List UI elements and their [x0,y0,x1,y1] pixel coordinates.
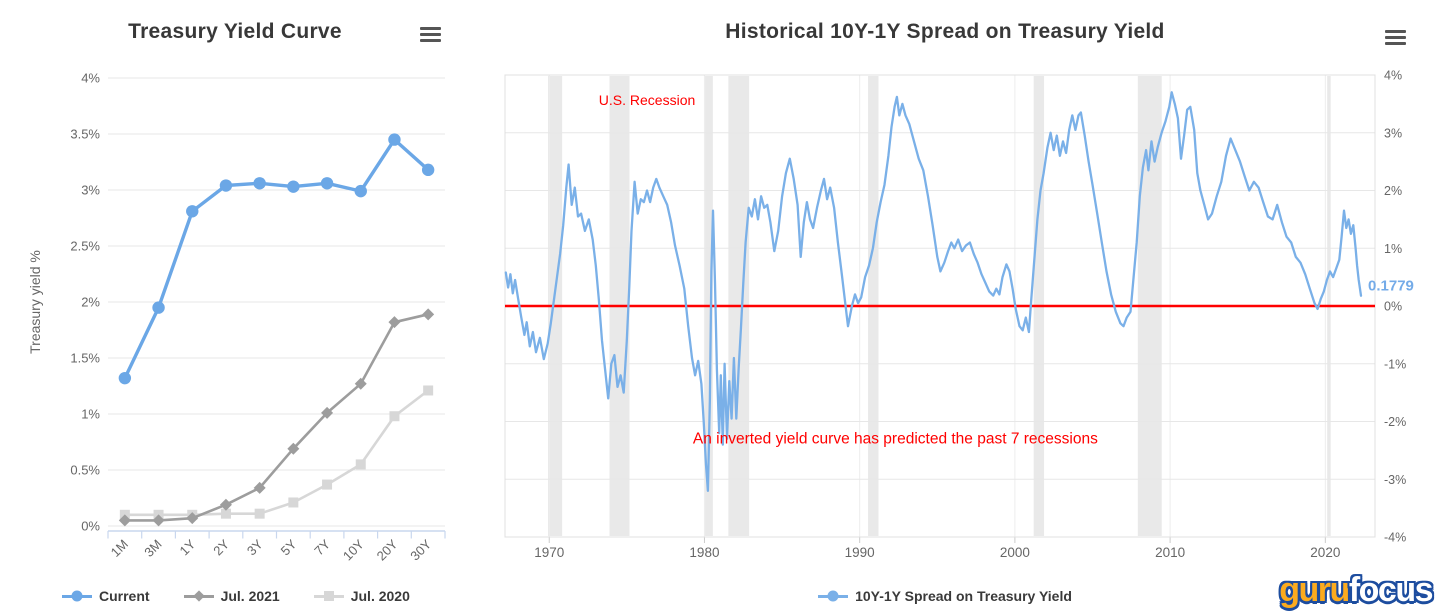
data-point [219,179,233,192]
left-ytick-label: 2% [81,295,100,310]
left-ytick-label: 4% [81,71,100,86]
legend-item-jul-2020[interactable]: Jul. 2020 [313,588,410,604]
data-point [152,301,165,314]
left-ytick-label: 3% [81,183,100,198]
data-point [253,177,266,190]
legend-label: Jul. 2021 [220,588,280,604]
right-xtick-label: 1970 [534,545,564,560]
data-point [152,514,165,527]
jul-2020-series-marker-icon [313,590,344,603]
current-series-marker-icon [62,590,92,603]
data-point [253,481,266,494]
left-y-axis-title: Treasury yield % [27,250,43,354]
left-ytick-label: 0% [81,519,100,534]
data-point [288,497,299,508]
data-point [423,385,434,396]
right-chart-legend: 10Y-1Y Spread on Treasury Yield [470,588,1420,604]
data-point [389,411,400,422]
right-ytick-label: -2% [1384,415,1406,429]
data-point [219,498,232,511]
right-ytick-label: -4% [1384,531,1406,545]
right-ytick-label: 1% [1384,242,1402,256]
legend-item-jul-2021[interactable]: Jul. 2021 [183,588,280,604]
right-chart-title: Historical 10Y-1Y Spread on Treasury Yie… [725,20,1165,43]
left-ytick-label: 2.5% [70,239,100,254]
right-ytick-label: -1% [1384,357,1406,371]
legend-item-current[interactable]: Current [62,588,150,604]
data-point [322,479,333,490]
data-point [354,184,367,198]
spread-series-marker-icon [818,590,849,603]
right-ytick-label: 3% [1384,126,1402,140]
right-ytick-label: -3% [1384,473,1406,487]
data-point [118,371,132,385]
data-point [321,406,334,419]
last-value-label: 0.1779 [1368,278,1414,295]
data-point [186,512,199,525]
legend-item-spread[interactable]: 10Y-1Y Spread on Treasury Yield [818,588,1072,604]
data-point [388,133,401,146]
legend-label: Jul. 2020 [350,588,410,604]
data-point [422,308,435,321]
data-point [220,508,231,519]
series-line-Current [123,137,430,379]
hamburger-menu-icon[interactable] [1385,30,1406,45]
left-ytick-label: 1.5% [70,351,100,366]
legend-label: 10Y-1Y Spread on Treasury Yield [855,588,1072,604]
data-point [287,180,300,193]
data-point [118,514,131,527]
left-ytick-label: 1% [81,407,100,422]
gurufocus-logo[interactable]: gurufocus [1279,567,1434,615]
logo-text-guru: guru [1279,571,1350,610]
left-xtick-label: 3Y [244,536,266,558]
right-ytick-label: 2% [1384,184,1402,198]
legend-label: Current [99,588,150,604]
data-point [254,508,265,519]
data-point [421,163,435,177]
left-ytick-label: 3.5% [70,127,100,142]
right-ytick-label: 0% [1384,300,1402,314]
right-xtick-label: 1990 [845,545,875,560]
data-point [320,177,334,190]
left-xtick-label: 30Y [407,536,434,563]
data-point [355,459,366,470]
left-xtick-label: 5Y [278,536,300,558]
left-xtick-label: 1M [108,537,131,560]
series-line-Jul. 2021 [124,313,429,522]
annotation-text: An inverted yield curve has predicted th… [693,430,1098,447]
logo-text-focus: focus [1348,571,1434,610]
left-chart-title: Treasury Yield Curve [128,20,342,43]
left-chart-legend: Current Jul. 2021 Jul. 2020 [62,588,410,604]
right-xtick-label: 2010 [1155,545,1185,560]
left-ytick-label: 0.5% [70,463,100,478]
left-xtick-label: 1Y [177,536,199,558]
data-point [354,377,367,390]
hamburger-menu-icon[interactable] [420,27,441,42]
left-xtick-label: 2Y [210,536,232,558]
left-xtick-label: 20Y [374,536,401,563]
right-ytick-label: 4% [1384,69,1402,83]
annotation-text: U.S. Recession [599,92,695,108]
jul-2021-series-marker-icon [183,590,214,603]
right-xtick-label: 2020 [1310,545,1340,560]
right-xtick-label: 2000 [1000,545,1030,560]
left-xtick-label: 7Y [311,536,333,558]
data-point [186,205,199,218]
right-xtick-label: 1980 [689,545,719,560]
series-line-Jul. 2020 [124,389,429,517]
left-xtick-label: 10Y [340,536,367,563]
spread-line [504,91,1363,492]
data-point [388,316,401,329]
left-xtick-label: 3M [141,537,164,560]
data-point [287,442,300,455]
